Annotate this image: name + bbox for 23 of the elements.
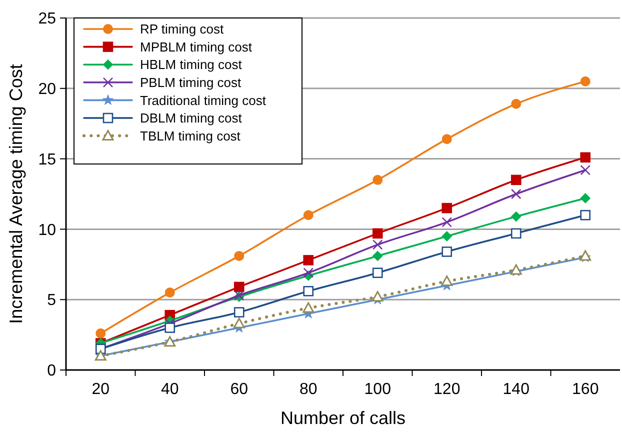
y-tick-label: 15 xyxy=(38,151,56,168)
legend-label: TBLM timing cost xyxy=(140,128,241,144)
x-tick-label: 140 xyxy=(502,381,530,398)
y-tick-label: 0 xyxy=(47,362,56,380)
legend-label: MPBLM timing cost xyxy=(140,39,252,54)
x-tick-label: 60 xyxy=(230,381,248,398)
x-tick-label: 160 xyxy=(572,381,599,398)
x-tick-label: 80 xyxy=(299,381,318,398)
legend-label: Traditional timing cost xyxy=(140,92,266,108)
x-tick-label: 40 xyxy=(160,381,179,398)
legend-label: RP timing cost xyxy=(140,22,224,37)
y-tick-label: 5 xyxy=(47,292,56,310)
y-tick-label: 10 xyxy=(38,222,56,239)
y-tick-label: 20 xyxy=(38,81,56,98)
y-tick-label: 25 xyxy=(38,10,56,28)
x-tick-label: 100 xyxy=(364,381,392,398)
legend-label: HBLM timing cost xyxy=(140,57,242,72)
x-tick-label: 120 xyxy=(434,381,460,398)
x-tick-label: 20 xyxy=(92,381,110,398)
legend-label: PBLM timing cost xyxy=(140,74,242,90)
x-axis-title: Number of calls xyxy=(280,408,406,428)
y-axis-title: Incremental Average timing Cost xyxy=(6,64,26,324)
legend-label: DBLM timing cost xyxy=(140,110,242,126)
